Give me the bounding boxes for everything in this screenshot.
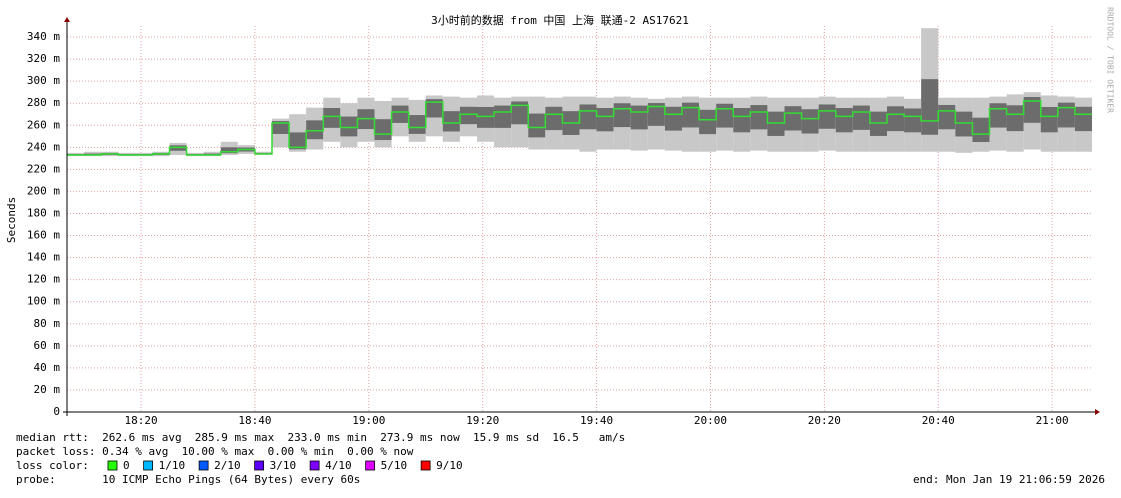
smoke-core (887, 106, 905, 132)
smoke-core (716, 103, 734, 128)
smoke-core (374, 119, 392, 141)
y-tick-label: 40 m (34, 361, 61, 374)
loss-label: 3/10 (270, 459, 297, 472)
smoke-core (852, 105, 870, 130)
y-tick-label: 0 (53, 405, 60, 418)
smoke-core (579, 104, 597, 130)
loss-label: 2/10 (214, 459, 241, 472)
loss-swatch (143, 460, 154, 471)
smoke-core (1074, 106, 1092, 132)
y-tick-label: 120 m (27, 273, 60, 286)
end-time: end: Mon Jan 19 21:06:59 2026 (913, 473, 1105, 486)
loss-label: 5/10 (381, 459, 408, 472)
x-tick-label: 21:00 (1036, 414, 1069, 427)
y-tick-label: 100 m (27, 295, 60, 308)
smoke-core (272, 121, 290, 134)
x-tick-label: 20:00 (694, 414, 727, 427)
smoke-core (442, 111, 460, 132)
y-tick-label: 260 m (27, 118, 60, 131)
smoke-core (682, 102, 700, 128)
x-tick-label: 19:20 (466, 414, 499, 427)
y-tick-label: 280 m (27, 96, 60, 109)
loss-swatch (198, 460, 209, 471)
y-tick-label: 60 m (34, 339, 61, 352)
x-tick-label: 19:40 (580, 414, 613, 427)
smoke-core (391, 105, 409, 123)
smoke-core (528, 113, 546, 138)
loss-swatch (309, 460, 320, 471)
y-tick-label: 80 m (34, 317, 61, 330)
smoke-core (784, 106, 802, 131)
y-tick-label: 320 m (27, 52, 60, 65)
smoke-core (664, 106, 682, 131)
stats-line: median rtt: 262.6 ms avg 285.9 ms max 23… (16, 431, 625, 444)
smoke-core (801, 109, 819, 134)
loss-swatch (420, 460, 431, 471)
loss-label: 4/10 (325, 459, 352, 472)
loss-label: 9/10 (436, 459, 463, 472)
stats-line: packet loss: 0.34 % avg 10.00 % max 0.00… (16, 445, 414, 458)
y-tick-label: 340 m (27, 30, 60, 43)
y-tick-label: 20 m (34, 383, 61, 396)
y-tick-label: 220 m (27, 162, 60, 175)
x-tick-label: 18:40 (238, 414, 271, 427)
x-tick-label: 19:00 (352, 414, 385, 427)
x-tick-label: 20:20 (808, 414, 841, 427)
probe: probe: 10 ICMP Echo Pings (64 Bytes) eve… (16, 473, 360, 486)
loss-label: 0 (123, 459, 130, 472)
smoke-core (289, 132, 307, 150)
y-tick-label: 240 m (27, 140, 60, 153)
x-tick-label: 20:40 (922, 414, 955, 427)
smoke-core (1023, 97, 1041, 123)
y-tick-label: 180 m (27, 206, 60, 219)
y-axis-label: Seconds (5, 197, 18, 243)
smoke-core (818, 104, 836, 129)
smoke-core (408, 115, 426, 134)
smoke-core (323, 107, 341, 128)
smoke-core (938, 104, 956, 130)
smoke-core (477, 107, 495, 128)
smoke-core (647, 103, 665, 126)
smoke-core (1057, 102, 1075, 128)
smoke-core (989, 103, 1007, 128)
smoke-core (596, 107, 614, 132)
smoke-core (511, 101, 529, 125)
smoke-core (733, 107, 751, 133)
x-tick-label: 18:20 (124, 414, 157, 427)
y-tick-label: 140 m (27, 251, 60, 264)
smoke-core (972, 117, 990, 143)
smoke-core (306, 120, 324, 140)
smoke-core (220, 147, 238, 154)
watermark: RRDTOOL / TOBI OETIKER (1106, 7, 1115, 113)
smoke-core (425, 99, 443, 118)
smoke-core (1040, 107, 1058, 133)
smoke-core (340, 116, 358, 137)
smoke-core (904, 108, 922, 133)
smoke-core (750, 105, 768, 130)
smoke-core (921, 79, 939, 135)
loss-swatch (254, 460, 265, 471)
smoke-core (613, 103, 631, 128)
smoke-core (699, 109, 717, 135)
loss-label: loss color: (16, 459, 89, 472)
smoke-core (459, 106, 477, 125)
loss-swatch (107, 460, 118, 471)
chart-title: 3小时前的数据 from 中国 上海 联通-2 AS17621 (431, 13, 689, 27)
y-tick-label: 160 m (27, 229, 60, 242)
y-tick-label: 300 m (27, 74, 60, 87)
axis-arrow (1095, 409, 1100, 415)
smoke-core (1006, 105, 1024, 132)
loss-label: 1/10 (159, 459, 186, 472)
smoke-core (630, 105, 648, 130)
loss-swatch (365, 460, 376, 471)
smoke-core (545, 106, 563, 131)
axis-arrow (64, 17, 70, 22)
smoke-core (835, 107, 853, 133)
smoke-core (494, 105, 512, 128)
y-tick-label: 200 m (27, 184, 60, 197)
median-line (67, 100, 1092, 156)
smoke-core (955, 111, 973, 137)
